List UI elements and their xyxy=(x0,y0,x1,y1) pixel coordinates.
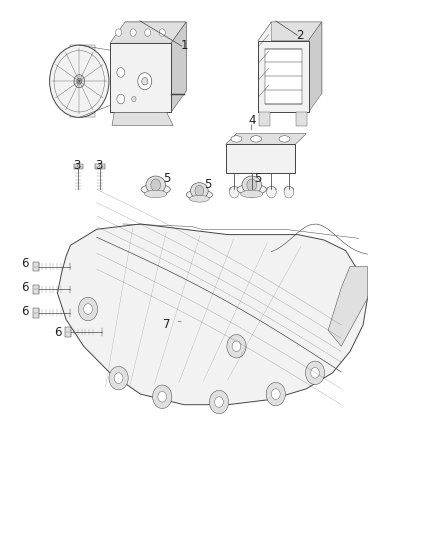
Circle shape xyxy=(267,186,276,198)
Circle shape xyxy=(74,75,85,88)
Bar xyxy=(74,165,83,169)
Circle shape xyxy=(266,382,286,406)
Polygon shape xyxy=(226,134,306,144)
Circle shape xyxy=(284,186,293,198)
Circle shape xyxy=(130,29,136,36)
FancyBboxPatch shape xyxy=(259,112,270,126)
Circle shape xyxy=(195,185,204,196)
Text: 3: 3 xyxy=(95,159,102,172)
Circle shape xyxy=(227,335,246,358)
Polygon shape xyxy=(308,22,321,112)
Text: 6: 6 xyxy=(21,281,28,294)
Text: 6: 6 xyxy=(21,305,28,318)
Circle shape xyxy=(84,304,92,314)
Bar xyxy=(258,41,308,112)
Bar xyxy=(70,45,95,117)
Circle shape xyxy=(142,77,148,85)
Polygon shape xyxy=(272,22,321,94)
Circle shape xyxy=(272,389,280,399)
Circle shape xyxy=(152,385,172,408)
Circle shape xyxy=(145,29,151,36)
Circle shape xyxy=(77,78,81,84)
Text: 6: 6 xyxy=(21,257,28,270)
FancyBboxPatch shape xyxy=(297,112,307,126)
Ellipse shape xyxy=(267,187,276,192)
Circle shape xyxy=(138,72,152,90)
Text: 3: 3 xyxy=(74,159,81,172)
Ellipse shape xyxy=(145,190,167,198)
Circle shape xyxy=(232,341,241,352)
Polygon shape xyxy=(125,22,186,91)
Polygon shape xyxy=(110,22,186,43)
Circle shape xyxy=(159,29,165,36)
Ellipse shape xyxy=(279,136,290,142)
Text: 1: 1 xyxy=(180,39,188,52)
Bar xyxy=(265,49,302,104)
Ellipse shape xyxy=(191,183,208,199)
Polygon shape xyxy=(171,22,186,112)
Ellipse shape xyxy=(146,176,166,194)
Text: 6: 6 xyxy=(54,326,61,340)
Bar xyxy=(110,43,171,112)
Text: 2: 2 xyxy=(296,29,304,42)
Polygon shape xyxy=(57,224,367,405)
Bar xyxy=(65,327,71,337)
Circle shape xyxy=(117,94,125,104)
Circle shape xyxy=(247,186,257,198)
Ellipse shape xyxy=(251,136,261,142)
Text: 4: 4 xyxy=(248,114,255,127)
Circle shape xyxy=(311,368,319,378)
Circle shape xyxy=(132,96,136,102)
Circle shape xyxy=(209,390,229,414)
Ellipse shape xyxy=(241,190,263,198)
Circle shape xyxy=(215,397,223,407)
Ellipse shape xyxy=(242,176,261,194)
Ellipse shape xyxy=(231,136,242,142)
Ellipse shape xyxy=(247,187,257,192)
Polygon shape xyxy=(328,266,367,346)
Polygon shape xyxy=(112,112,173,126)
Circle shape xyxy=(49,45,109,117)
Bar xyxy=(33,308,39,318)
Bar xyxy=(95,165,105,169)
Ellipse shape xyxy=(284,187,293,192)
Circle shape xyxy=(78,297,98,321)
Circle shape xyxy=(109,367,128,390)
Polygon shape xyxy=(258,22,272,112)
Circle shape xyxy=(114,373,123,383)
Text: 7: 7 xyxy=(163,319,170,332)
Circle shape xyxy=(116,29,122,36)
Circle shape xyxy=(247,179,257,191)
Text: 5: 5 xyxy=(163,172,170,185)
Bar xyxy=(33,285,39,294)
Circle shape xyxy=(158,391,166,402)
Ellipse shape xyxy=(230,187,239,192)
Text: 5: 5 xyxy=(254,172,262,185)
Circle shape xyxy=(230,186,239,198)
Circle shape xyxy=(305,361,325,384)
Ellipse shape xyxy=(190,196,209,202)
Bar xyxy=(226,144,295,173)
Circle shape xyxy=(117,68,125,77)
Ellipse shape xyxy=(237,184,266,195)
Ellipse shape xyxy=(141,184,170,195)
Bar xyxy=(33,262,39,271)
Text: 5: 5 xyxy=(205,177,212,191)
Ellipse shape xyxy=(186,190,212,199)
Ellipse shape xyxy=(76,45,83,117)
Circle shape xyxy=(151,179,161,191)
Polygon shape xyxy=(258,22,321,41)
